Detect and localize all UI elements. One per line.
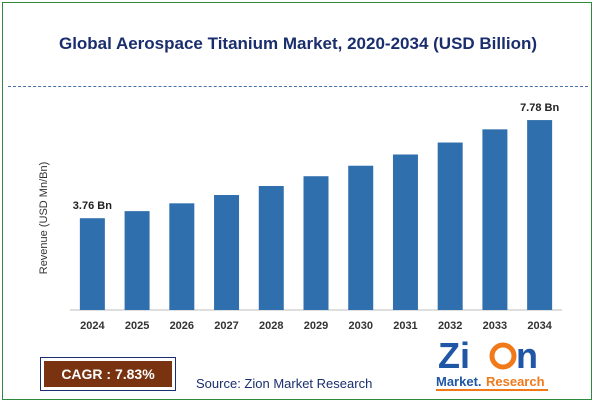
- bar-2034: [527, 120, 553, 310]
- cagr-text: CAGR : 7.83%: [44, 361, 172, 387]
- x-tick-label-2029: 2029: [304, 320, 328, 332]
- zion-logo: Zi n Market. Research: [436, 335, 548, 391]
- x-tick-label-2034: 2034: [527, 320, 552, 332]
- bar-2030: [348, 165, 374, 310]
- logo-o-icon: [489, 342, 517, 370]
- source-note: Source: Zion Market Research: [196, 376, 373, 391]
- logo-tagline-right: Research: [486, 374, 545, 389]
- bar-2033: [482, 129, 508, 310]
- logo-tagline-left: Market.: [436, 374, 482, 389]
- bar-2026: [169, 203, 195, 310]
- bar-2025: [124, 211, 150, 310]
- bar-2029: [303, 176, 329, 310]
- chart-title: Global Aerospace Titanium Market, 2020-2…: [58, 34, 538, 53]
- data-label-2024: 3.76 Bn: [73, 200, 112, 212]
- x-tick-label-2025: 2025: [125, 320, 149, 332]
- x-tick-label-2033: 2033: [483, 320, 507, 332]
- bar-2028: [258, 185, 284, 310]
- x-tick-label-2024: 2024: [80, 320, 105, 332]
- x-tick-label-2026: 2026: [170, 320, 194, 332]
- logo-word: Zi n: [438, 335, 538, 376]
- bar-2032: [437, 142, 463, 310]
- bar-2031: [392, 154, 418, 310]
- x-tick-label-2028: 2028: [259, 320, 283, 332]
- x-tick-label-2027: 2027: [214, 320, 238, 332]
- cagr-badge: CAGR : 7.83%: [40, 357, 176, 391]
- title-divider: [8, 86, 588, 87]
- x-tick-label-2030: 2030: [348, 320, 372, 332]
- data-label-2034: 7.78 Bn: [520, 102, 559, 114]
- x-tick-label-2031: 2031: [393, 320, 417, 332]
- bar-2024: [79, 218, 105, 310]
- x-tick-label-2032: 2032: [438, 320, 462, 332]
- bar-2027: [214, 195, 240, 310]
